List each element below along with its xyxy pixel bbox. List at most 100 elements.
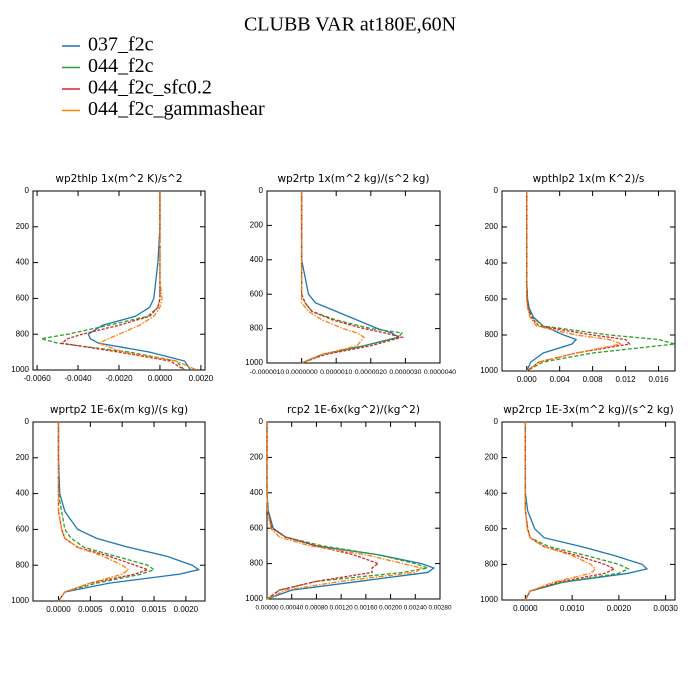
- x-tick-label: 0.0000: [148, 374, 173, 383]
- profile-line: [266, 422, 423, 600]
- y-tick-label: 0: [25, 417, 30, 426]
- y-tick-label: 0: [259, 186, 264, 195]
- x-tick-label: 0.008: [583, 375, 604, 384]
- x-tick-label: 0.0000040: [424, 369, 456, 376]
- y-tick-label: 400: [16, 489, 30, 498]
- x-tick-label: -0.0060: [24, 374, 52, 383]
- y-tick-label: 800: [485, 330, 499, 339]
- y-tick-label: 200: [485, 453, 499, 462]
- profile-line: [60, 191, 185, 371]
- profile-line: [266, 422, 436, 600]
- x-tick-label: 0.00280: [428, 605, 452, 612]
- panel-title: wp2thlp 1x(m^2 K)/s^2: [55, 173, 182, 185]
- profile-line: [524, 422, 649, 601]
- profile-line: [57, 422, 156, 602]
- y-tick-label: 1000: [11, 596, 29, 605]
- y-tick-label: 1000: [480, 366, 498, 375]
- x-tick-label: 0.00120: [330, 605, 354, 612]
- y-tick-label: 600: [16, 525, 30, 534]
- y-tick-label: 600: [250, 523, 264, 532]
- y-tick-label: 800: [16, 560, 30, 569]
- x-tick-label: 0.0020: [189, 374, 214, 383]
- profile-line: [96, 191, 198, 371]
- y-tick-label: 0: [494, 186, 499, 195]
- profile-line: [524, 422, 630, 601]
- x-tick-label: 0.004: [550, 375, 571, 384]
- profile-line: [300, 191, 405, 364]
- plot-frame: [32, 190, 206, 371]
- profile-line: [57, 422, 150, 602]
- panel-title: wp2rcp 1E-3x(m^2 kg)/(s^2 kg): [503, 404, 674, 416]
- profile-line: [526, 191, 624, 372]
- profile-line: [300, 191, 365, 364]
- figure-title: CLUBB VAR at180E,60N: [244, 14, 456, 36]
- y-tick-label: 1000: [480, 595, 498, 604]
- x-tick-label: 0.000: [517, 375, 538, 384]
- profile-line: [526, 191, 631, 372]
- legend-label: 044_f2c: [88, 55, 154, 77]
- profile-line: [300, 191, 401, 364]
- legend-label: 044_f2c_sfc0.2: [88, 77, 212, 99]
- x-tick-label: 0.0000020: [355, 369, 387, 376]
- y-tick-label: 600: [250, 289, 264, 298]
- plot-frame: [501, 421, 676, 601]
- profile-line: [266, 422, 380, 600]
- x-tick-label: 0.0020: [607, 604, 632, 613]
- y-tick-label: 600: [485, 294, 499, 303]
- y-tick-label: 600: [485, 524, 499, 533]
- y-tick-label: 800: [250, 559, 264, 568]
- x-tick-label: 0.00040: [280, 605, 304, 612]
- x-tick-label: 0.0005: [78, 605, 103, 614]
- x-tick-label: 0.00240: [404, 605, 428, 612]
- y-tick-label: 400: [250, 488, 264, 497]
- profile-line: [524, 422, 597, 601]
- y-tick-label: 400: [250, 255, 264, 264]
- x-tick-label: 0.00160: [354, 605, 378, 612]
- x-tick-label: -0.0020: [105, 374, 133, 383]
- panel-title: rcp2 1E-6x(kg^2)/(kg^2): [287, 404, 420, 416]
- panel-title: wpthlp2 1x(m K^2)/s: [533, 173, 645, 185]
- y-tick-label: 200: [16, 222, 30, 231]
- y-tick-label: 1000: [11, 365, 29, 374]
- x-tick-label: 0.00000: [255, 605, 279, 612]
- plot-frame: [32, 421, 206, 602]
- profile-line: [266, 422, 431, 600]
- y-tick-label: 600: [16, 294, 30, 303]
- y-tick-label: 800: [16, 329, 30, 338]
- x-tick-label: 0.0000: [46, 605, 71, 614]
- x-tick-label: 0.0020: [174, 605, 199, 614]
- profile-line: [57, 422, 201, 602]
- x-tick-label: 0.0010: [560, 604, 585, 613]
- x-tick-label: 0.0030: [653, 604, 678, 613]
- legend-label: 037_f2c: [88, 34, 154, 56]
- y-tick-label: 200: [16, 453, 30, 462]
- x-tick-label: 0.016: [649, 375, 670, 384]
- x-tick-label: -0.0000010: [250, 369, 285, 376]
- y-tick-label: 800: [250, 324, 264, 333]
- profile-line: [57, 422, 130, 602]
- y-tick-label: 0: [259, 417, 264, 426]
- y-tick-label: 0: [494, 417, 499, 426]
- x-tick-label: 0.012: [616, 375, 637, 384]
- y-tick-label: 200: [250, 221, 264, 230]
- y-tick-label: 800: [485, 560, 499, 569]
- panel-title: wp2rtp 1x(m^2 kg)/(s^2 kg): [277, 173, 429, 185]
- x-tick-label: 0.0015: [142, 605, 167, 614]
- x-tick-label: 0.00080: [305, 605, 329, 612]
- y-tick-label: 400: [485, 258, 499, 267]
- y-tick-label: 400: [16, 258, 30, 267]
- plot-frame: [266, 190, 441, 364]
- x-tick-label: 0.0000: [513, 604, 538, 613]
- x-tick-label: 0.0000010: [320, 369, 352, 376]
- x-tick-label: 0.0000030: [389, 369, 421, 376]
- x-tick-label: 0.0000000: [286, 369, 318, 376]
- profile-line: [526, 191, 676, 372]
- plot-frame: [501, 190, 676, 372]
- y-tick-label: 0: [25, 186, 30, 195]
- x-tick-label: 0.00200: [379, 605, 403, 612]
- x-tick-label: 0.0010: [110, 605, 135, 614]
- y-tick-label: 400: [485, 488, 499, 497]
- panel-title: wprtp2 1E-6x(m kg)/(s kg): [50, 404, 188, 416]
